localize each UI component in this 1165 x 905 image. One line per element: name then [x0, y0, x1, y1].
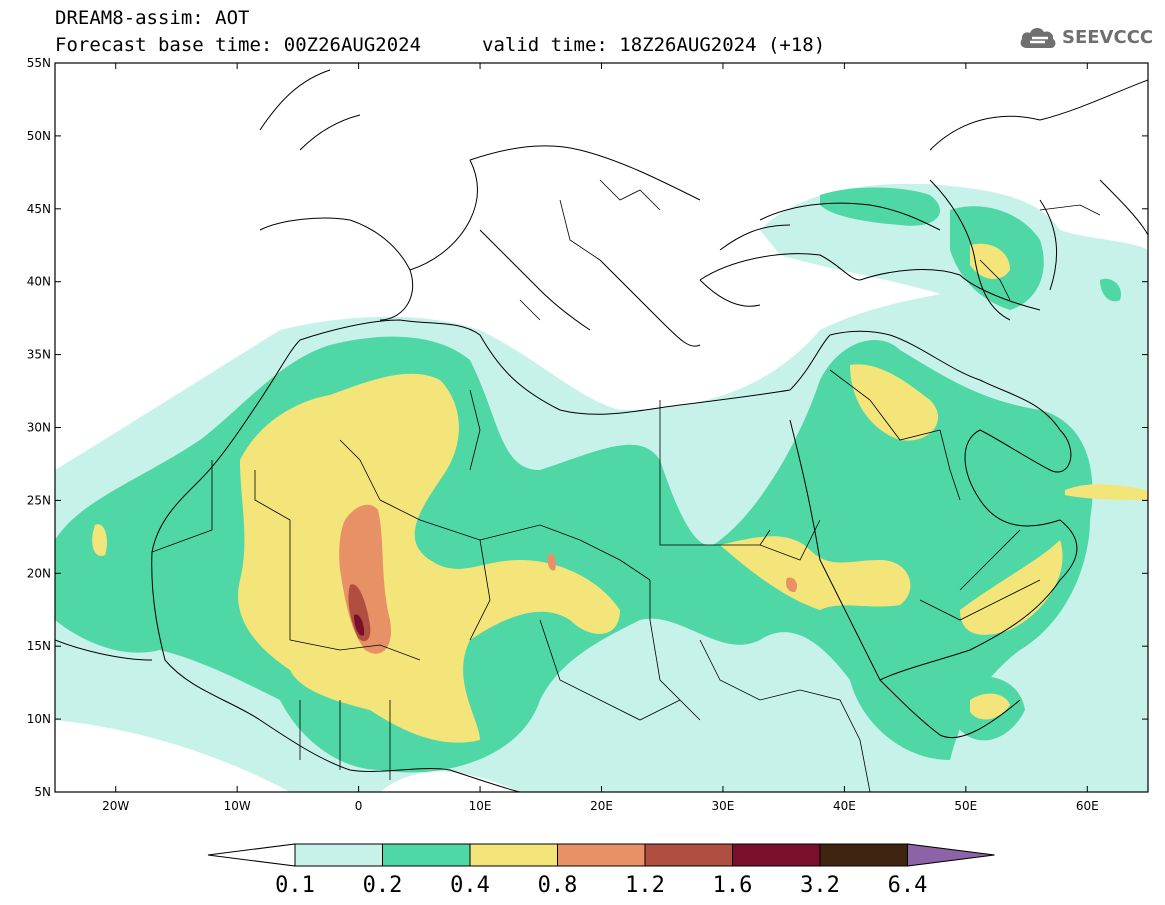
- lat-tick-label: 15N: [27, 639, 51, 653]
- latitude-axis: 5N 10N 15N 20N 25N 30N 35N 40N 45N 50N 55N: [27, 56, 1148, 799]
- lon-tick-label: 0: [355, 799, 363, 813]
- colorbar-label: 6.4: [888, 873, 928, 898]
- lat-tick-label: 45N: [27, 202, 51, 216]
- colorbar-swatch: [469, 843, 558, 867]
- colorbar: 0.1 0.2 0.4 0.8 1.2 1.6 3.2 6.4: [207, 843, 995, 898]
- colorbar-swatch: [732, 843, 821, 867]
- colorbar-label: 1.2: [625, 873, 665, 898]
- aot-contours: [55, 69, 1148, 792]
- lat-tick-label: 55N: [27, 56, 51, 70]
- lon-tick-label: 10E: [469, 799, 492, 813]
- colorbar-lower-extension: [207, 843, 296, 867]
- lat-tick-label: 35N: [27, 348, 51, 362]
- logo-text: SEEVCCC: [1062, 26, 1154, 48]
- colorbar-swatch: [294, 843, 383, 867]
- colorbar-label: 0.1: [275, 873, 315, 898]
- lon-tick-label: 30E: [712, 799, 735, 813]
- colorbar-swatch: [382, 843, 471, 867]
- colorbar-swatch: [644, 843, 733, 867]
- lat-tick-label: 50N: [27, 129, 51, 143]
- lon-tick-label: 20E: [590, 799, 613, 813]
- lat-tick-label: 20N: [27, 566, 51, 580]
- lon-tick-label: 40E: [833, 799, 856, 813]
- lon-tick-label: 10W: [224, 799, 251, 813]
- lat-tick-label: 5N: [34, 785, 51, 799]
- aot-level-1-6: [354, 614, 365, 636]
- colorbar-swatch: [819, 843, 908, 867]
- lon-tick-label: 60E: [1076, 799, 1099, 813]
- lat-tick-label: 30N: [27, 421, 51, 435]
- colorbar-label: 0.8: [538, 873, 578, 898]
- lat-tick-label: 25N: [27, 493, 51, 507]
- cloud-icon: [1020, 27, 1056, 48]
- lon-tick-label: 50E: [954, 799, 977, 813]
- aot-level-1-2: [348, 584, 371, 642]
- coastlines: [55, 69, 1148, 792]
- seevccc-logo: SEEVCCC: [1018, 24, 1153, 50]
- forecast-base-time: Forecast base time: 00Z26AUG2024: [55, 34, 422, 56]
- valid-time: valid time: 18Z26AUG2024 (+18): [482, 34, 826, 56]
- colorbar-label: 0.2: [363, 873, 403, 898]
- lon-tick-label: 20W: [102, 799, 129, 813]
- colorbar-upper-extension: [907, 843, 995, 867]
- borders: [151, 179, 1101, 792]
- colorbar-label: 0.4: [450, 873, 490, 898]
- aot-level-0-4: [92, 243, 1148, 743]
- colorbar-swatch: [557, 843, 646, 867]
- colorbar-label: 3.2: [800, 873, 840, 898]
- map-title: DREAM8-assim: AOT: [55, 7, 250, 29]
- lat-tick-label: 40N: [27, 275, 51, 289]
- longitude-axis: 20W 10W 0 10E 20E 30E 40E 50E 60E: [102, 63, 1099, 813]
- lat-tick-label: 10N: [27, 712, 51, 726]
- colorbar-label: 1.6: [713, 873, 753, 898]
